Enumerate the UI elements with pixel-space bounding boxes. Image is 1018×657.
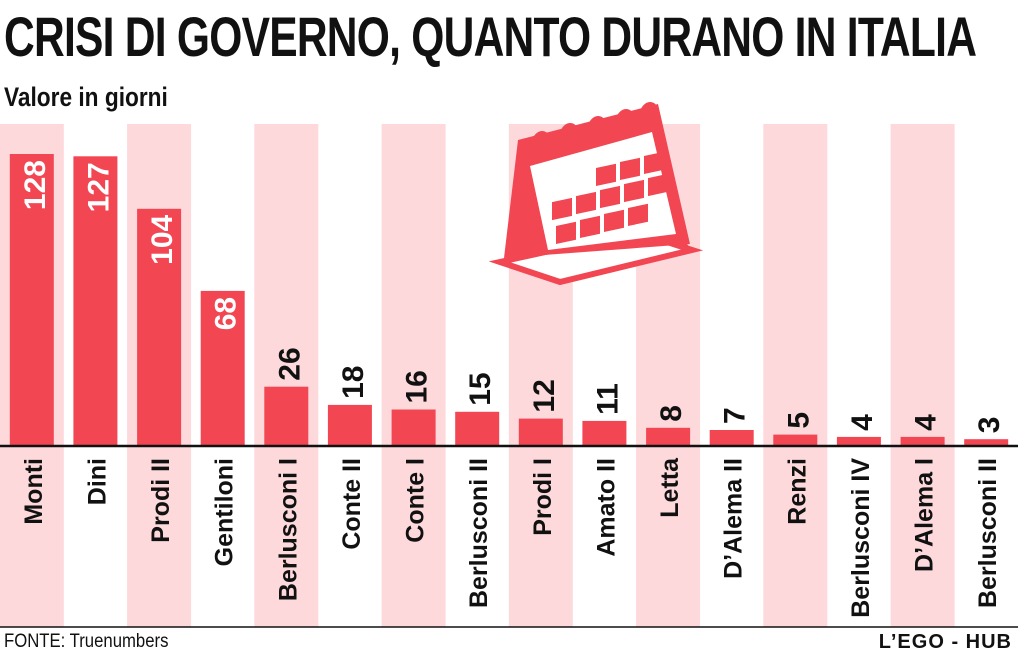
x-tick-label: Monti <box>20 458 48 525</box>
bar <box>455 411 500 446</box>
bar <box>646 427 691 447</box>
bar <box>9 154 54 446</box>
bar <box>73 156 118 447</box>
data-label: 104 <box>146 214 179 264</box>
bar <box>709 430 754 446</box>
bar <box>773 434 818 446</box>
x-tick-label: Prodi II <box>147 458 175 543</box>
bar <box>836 436 881 446</box>
column-stripe <box>763 124 828 627</box>
bar <box>137 208 182 447</box>
x-tick-label: Conte II <box>338 458 366 550</box>
data-label: 7 <box>719 407 752 424</box>
data-label: 11 <box>591 383 624 415</box>
data-label: 68 <box>210 297 243 330</box>
data-label: 12 <box>528 379 561 412</box>
calendar-icon <box>488 102 704 286</box>
bar <box>264 386 309 446</box>
calendar-day-cell <box>580 215 600 239</box>
source-note: FONTE: Truenumbers <box>4 631 169 652</box>
calendar-ring <box>531 131 551 158</box>
x-tick-label: Berlusconi IV <box>847 458 875 618</box>
x-tick-label: Gentiloni <box>211 458 239 566</box>
calendar-day-cell <box>644 151 664 175</box>
data-label: 16 <box>401 370 434 403</box>
brand-credit: L’EGO - HUB <box>878 631 1012 653</box>
bar <box>200 290 245 446</box>
bar <box>582 420 627 446</box>
data-label: 4 <box>846 414 879 431</box>
x-tick-label: Letta <box>656 457 684 518</box>
chart-subtitle: Valore in giorni <box>4 82 168 112</box>
x-tick-label: Dini <box>83 458 111 505</box>
column-stripes <box>0 124 955 627</box>
x-tick-label: Prodi I <box>529 458 557 536</box>
data-label: 18 <box>337 366 370 399</box>
bars <box>9 154 1009 447</box>
calendar-ring <box>587 116 607 143</box>
x-tick-label: Berlusconi II <box>974 458 1002 608</box>
column-stripe <box>890 124 955 627</box>
chart-title: CRISI DI GOVERNO, QUANTO DURANO IN ITALI… <box>4 5 977 68</box>
data-label: 3 <box>973 417 1006 434</box>
category-labels: Monti Dini Prodi II Gentiloni Berlusconi I Co… <box>20 457 1002 618</box>
data-label: 26 <box>273 347 306 380</box>
calendar-day-cell <box>628 203 648 227</box>
calendar-ring <box>559 123 579 150</box>
calendar-day-cell <box>576 191 596 215</box>
calendar-day-cell <box>596 163 616 187</box>
value-labels: 128 127 104 68 26 18 16 15 12 11 8 7 5 4 4 3 <box>19 160 1006 433</box>
bar <box>327 404 372 446</box>
data-label: 8 <box>655 405 688 422</box>
data-label: 128 <box>19 160 52 210</box>
calendar-ring <box>615 109 635 136</box>
bar <box>900 436 945 446</box>
column-stripe <box>381 124 446 627</box>
data-label: 5 <box>782 412 815 429</box>
calendar-day-cell <box>620 157 640 181</box>
x-tick-label: Berlusconi II <box>465 458 493 608</box>
bar <box>391 409 436 446</box>
calendar-ring <box>639 102 659 129</box>
calendar-day-cell <box>648 173 668 197</box>
calendar-day-cell <box>624 179 644 203</box>
calendar-day-cell <box>556 221 576 245</box>
bar <box>964 439 1009 446</box>
calendar-day-cell <box>600 185 620 209</box>
column-stripe <box>254 124 319 627</box>
x-tick-label: Berlusconi I <box>274 458 302 601</box>
x-tick-label: Conte I <box>402 458 430 543</box>
calendar-day-cell <box>552 197 572 221</box>
x-tick-label: Renzi <box>783 458 811 525</box>
data-label: 127 <box>82 162 115 212</box>
calendar-day-cell <box>604 209 624 233</box>
x-tick-label: Amato II <box>592 458 620 557</box>
data-label: 4 <box>910 414 943 431</box>
x-tick-label: D’Alema I <box>911 458 939 572</box>
x-tick-label: D’Alema II <box>720 458 748 579</box>
data-label: 15 <box>464 372 497 405</box>
bar <box>518 418 563 446</box>
